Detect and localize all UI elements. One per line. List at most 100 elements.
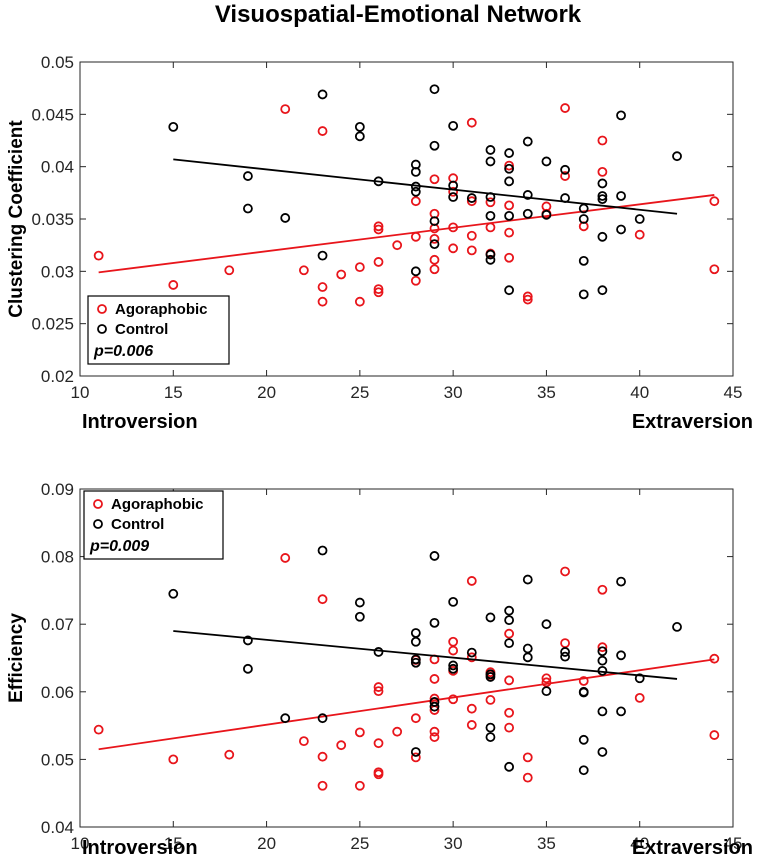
p-value-annotation: p=0.006 xyxy=(93,343,153,360)
x-tick-label: 20 xyxy=(257,383,276,402)
agoraphobic-point xyxy=(354,262,365,273)
agoraphobic-point xyxy=(298,736,309,747)
agoraphobic-point xyxy=(168,754,179,765)
control-point xyxy=(597,747,608,757)
y-tick-label: 0.025 xyxy=(31,315,74,334)
control-point xyxy=(578,255,589,266)
y-axis-label: Clustering Coefficient xyxy=(6,120,27,318)
y-tick-label: 0.04 xyxy=(41,158,74,177)
agoraphobic-point xyxy=(373,738,384,749)
agoraphobic-point xyxy=(298,265,309,276)
agoraphobic-point xyxy=(485,197,496,208)
control-point xyxy=(504,761,515,772)
x-axis-label-right: Extraversion xyxy=(632,411,753,433)
agoraphobic-point xyxy=(373,284,384,295)
control-point xyxy=(560,651,570,662)
agoraphobic-point xyxy=(541,673,552,684)
agoraphobic-point xyxy=(466,245,477,256)
agoraphobic-point xyxy=(504,722,515,733)
y-tick-label: 0.045 xyxy=(31,105,74,124)
agoraphobic-point xyxy=(93,250,104,261)
control-point xyxy=(448,596,459,607)
control-point xyxy=(429,697,440,707)
control-point xyxy=(522,208,533,219)
agoraphobic-point xyxy=(317,282,328,292)
control-point xyxy=(354,131,365,142)
control-fit-line xyxy=(173,630,678,680)
control-point xyxy=(168,588,179,599)
control-point xyxy=(541,209,552,220)
agoraphobic-point xyxy=(280,104,291,114)
agoraphobic-point xyxy=(224,265,235,276)
agoraphobic-point xyxy=(354,727,365,738)
control-point xyxy=(448,192,459,202)
x-tick-label: 25 xyxy=(350,834,369,853)
legend-box xyxy=(83,490,224,560)
agoraphobic-point xyxy=(709,196,720,207)
control-point xyxy=(522,190,533,200)
agoraphobic-point xyxy=(504,707,515,718)
x-tick-label: 35 xyxy=(537,383,556,402)
control-point xyxy=(504,176,515,187)
agoraphobic-point xyxy=(448,636,459,647)
legend-marker-agoraphobic xyxy=(97,304,107,314)
x-axis-label-right: Extraversion xyxy=(632,837,753,859)
y-tick-label: 0.05 xyxy=(41,750,74,769)
agoraphobic-point xyxy=(354,296,365,307)
control-point xyxy=(317,250,328,261)
control-point xyxy=(429,84,440,95)
agoraphobic-point xyxy=(429,726,440,737)
agoraphobic-point xyxy=(504,200,515,211)
legend-marker-control xyxy=(93,519,103,529)
agoraphobic-point xyxy=(336,740,347,751)
agoraphobic-point xyxy=(373,257,384,267)
control-point xyxy=(410,166,421,177)
control-point xyxy=(597,646,608,657)
agoraphobic-point xyxy=(317,751,328,762)
control-point xyxy=(485,672,496,682)
legend-box xyxy=(87,295,230,365)
legend-marker-agoraphobic xyxy=(93,499,103,509)
control-point xyxy=(429,239,440,250)
control-point xyxy=(578,687,589,698)
agoraphobic-point xyxy=(597,584,608,595)
control-point xyxy=(522,574,533,585)
control-point xyxy=(485,145,496,155)
agoraphobic-point xyxy=(373,682,384,692)
y-tick-label: 0.04 xyxy=(41,818,74,837)
control-point xyxy=(317,545,328,556)
control-point xyxy=(522,136,533,147)
x-tick-label: 40 xyxy=(630,383,649,402)
y-tick-label: 0.07 xyxy=(41,615,74,634)
control-point xyxy=(410,636,421,647)
control-point xyxy=(616,191,626,201)
x-tick-label: 10 xyxy=(71,383,90,402)
agoraphobic-point xyxy=(429,174,440,185)
control-point xyxy=(410,657,421,668)
legend-label-control: Control xyxy=(115,321,168,338)
control-point xyxy=(485,254,496,265)
x-tick-label: 20 xyxy=(257,834,276,853)
agoraphobic-point xyxy=(410,231,421,242)
legend-marker-control xyxy=(97,324,107,334)
control-point xyxy=(354,597,365,608)
control-point xyxy=(410,628,421,638)
x-tick-label: 10 xyxy=(71,834,90,853)
control-point xyxy=(597,655,608,666)
control-point xyxy=(410,747,421,757)
x-tick-label: 15 xyxy=(164,383,183,402)
control-point xyxy=(429,617,440,628)
x-tick-label: 30 xyxy=(444,834,463,853)
control-fit-line xyxy=(173,158,678,215)
control-point xyxy=(634,214,645,224)
agoraphobic-point xyxy=(466,196,477,207)
agoraphobic-point xyxy=(373,769,384,780)
control-point xyxy=(448,660,459,671)
control-point xyxy=(280,213,291,223)
control-point xyxy=(504,163,515,174)
control-point xyxy=(578,765,589,776)
x-tick-label: 15 xyxy=(164,834,183,853)
x-tick-label: 25 xyxy=(350,383,369,402)
agoraphobic-point xyxy=(560,566,570,577)
